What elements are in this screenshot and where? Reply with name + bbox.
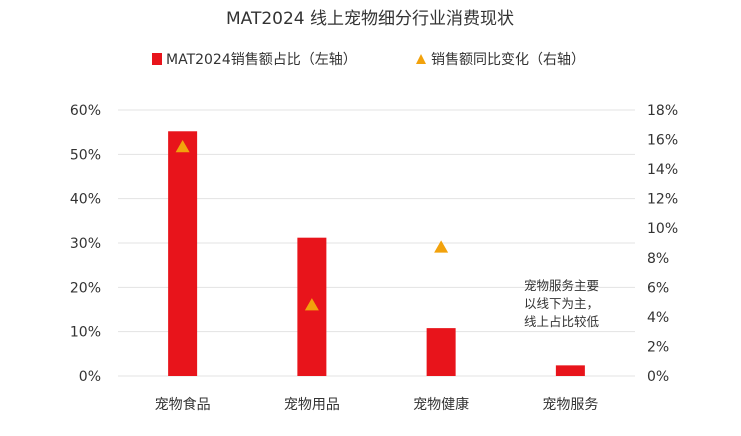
- right-tick-label: 0%: [647, 369, 669, 385]
- annotation-line-3: 线上占比较低: [524, 314, 600, 329]
- right-tick-label: 16%: [647, 133, 678, 149]
- right-tick-label: 12%: [647, 192, 678, 208]
- legend-swatch-bar: [152, 53, 162, 65]
- left-tick-label: 30%: [70, 236, 101, 252]
- left-tick-label: 60%: [70, 103, 101, 119]
- left-tick-label: 10%: [70, 325, 101, 341]
- left-tick-label: 0%: [79, 369, 101, 385]
- x-tick-label: 宠物用品: [284, 397, 340, 413]
- bar: [426, 328, 456, 376]
- bar: [555, 365, 585, 376]
- x-tick-label: 宠物服务: [542, 397, 598, 413]
- right-tick-label: 6%: [647, 280, 669, 296]
- marker-triangle: [304, 298, 319, 311]
- annotation-line-2: 以线下为主，: [524, 296, 599, 311]
- marker-triangle: [175, 139, 190, 153]
- x-axis: 宠物食品 宠物用品 宠物健康 宠物服务: [155, 396, 599, 413]
- legend-swatch-marker: [416, 54, 426, 64]
- chart-title: MAT2024 线上宠物细分行业消费现状: [226, 9, 514, 29]
- gridlines: [118, 109, 635, 377]
- left-tick-label: 40%: [70, 192, 101, 208]
- legend-label-bar: MAT2024销售额占比（左轴）: [166, 52, 357, 68]
- right-tick-label: 10%: [647, 221, 678, 237]
- x-tick-label: 宠物健康: [413, 396, 469, 413]
- markers: [175, 139, 449, 311]
- annotation-line-1: 宠物服务主要: [524, 278, 599, 293]
- marker-triangle: [434, 240, 449, 253]
- bars: [168, 131, 585, 376]
- right-tick-label: 18%: [647, 103, 678, 119]
- right-tick-label: 14%: [647, 162, 678, 178]
- right-tick-label: 2%: [647, 339, 669, 355]
- right-tick-label: 4%: [647, 310, 669, 326]
- left-tick-label: 50%: [70, 147, 101, 163]
- x-tick-label: 宠物食品: [155, 396, 211, 413]
- legend: MAT2024销售额占比（左轴） 销售额同比变化（右轴）: [152, 52, 585, 68]
- annotation: 宠物服务主要 以线下为主， 线上占比较低: [524, 278, 600, 329]
- right-axis: 0% 2% 4% 6% 8% 10% 12% 14% 16% 18%: [647, 103, 678, 385]
- left-tick-label: 20%: [70, 280, 101, 296]
- legend-label-marker: 销售额同比变化（右轴）: [431, 52, 585, 68]
- left-axis: 0% 10% 20% 30% 40% 50% 60%: [70, 103, 101, 385]
- bar: [168, 131, 198, 376]
- right-tick-label: 8%: [647, 251, 669, 267]
